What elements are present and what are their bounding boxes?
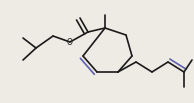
Text: O: O [67, 37, 73, 46]
